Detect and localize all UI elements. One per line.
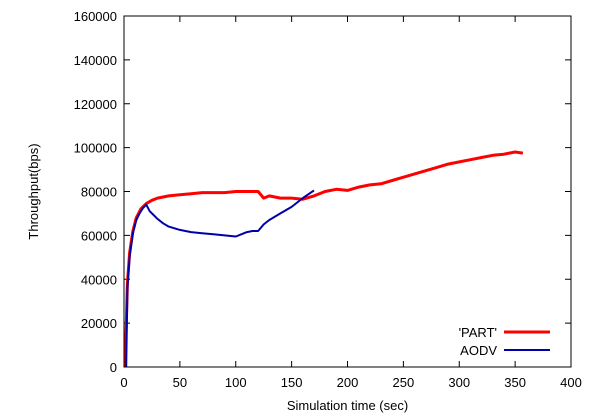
y-axis-title: Throughput(bps): [26, 143, 41, 239]
y-tick-label: 20000: [81, 316, 117, 331]
legend-label-part: 'PART': [459, 325, 497, 340]
x-tick-label: 100: [225, 375, 247, 390]
y-tick-label: 80000: [81, 185, 117, 200]
x-tick-label: 200: [337, 375, 359, 390]
series-lines: [123, 150, 524, 368]
y-tick-label: 40000: [81, 272, 117, 287]
series-line-part: [123, 150, 524, 368]
x-tick-label: 300: [448, 375, 470, 390]
legend: 'PART' AODV: [459, 325, 550, 358]
y-tick-label: 0: [110, 360, 117, 375]
y-tick-label: 140000: [74, 53, 117, 68]
y-tick-label: 160000: [74, 9, 117, 24]
y-tick-label: 60000: [81, 228, 117, 243]
x-tick-label: 400: [560, 375, 582, 390]
x-tick-label: 250: [393, 375, 415, 390]
y-tick-label: 120000: [74, 97, 117, 112]
x-tick-label: 50: [173, 375, 187, 390]
x-tick-label: 150: [281, 375, 303, 390]
plot-frame: [123, 15, 572, 368]
y-tick-label: 100000: [74, 141, 117, 156]
x-axis-title: Simulation time (sec): [287, 398, 408, 413]
x-tick-label: 0: [120, 375, 127, 390]
axis-ticks: 0 50 100 150 200 250 300 350 400 0 20000 40000 60000…: [74, 9, 582, 390]
series-line-aodv: [125, 189, 315, 368]
legend-label-aodv: AODV: [460, 343, 497, 358]
x-tick-label: 350: [504, 375, 526, 390]
